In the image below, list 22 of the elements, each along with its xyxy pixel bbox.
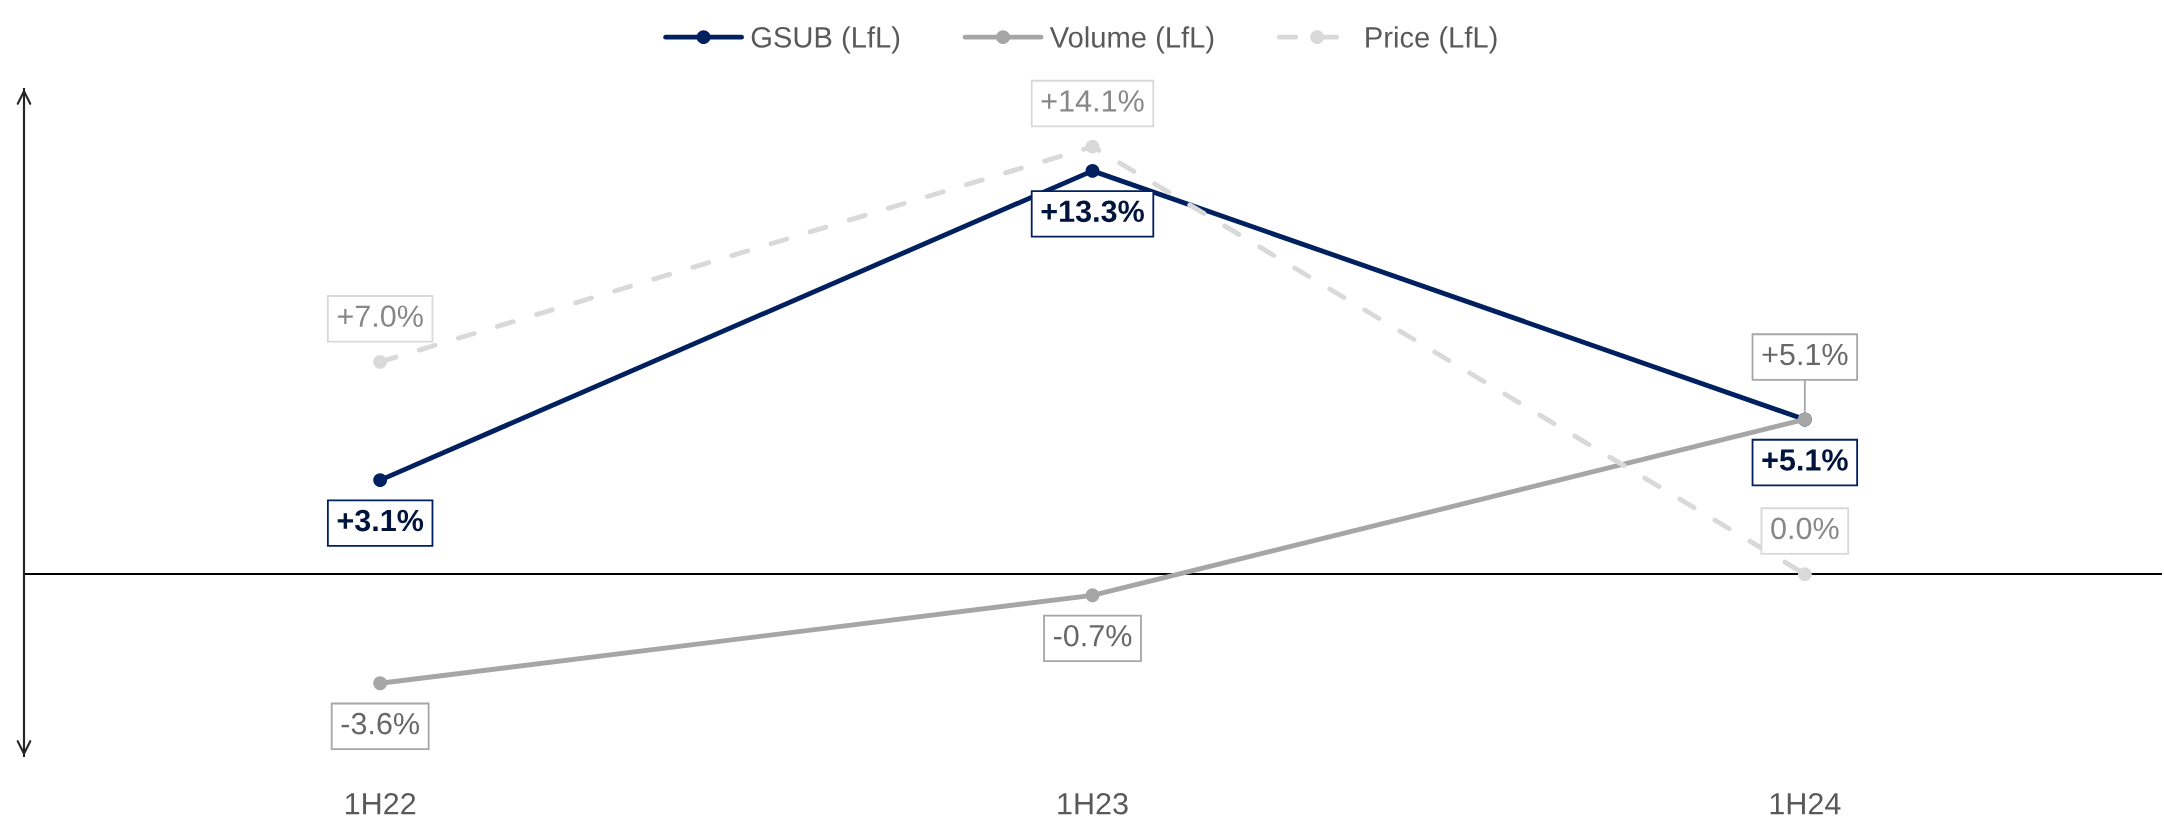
x-tick-label: 1H23 — [1058, 792, 1128, 815]
point — [373, 676, 388, 691]
point — [1085, 139, 1100, 154]
data-label: +14.1% — [1041, 90, 1144, 112]
x-tick-label: 1H22 — [345, 792, 416, 815]
data-label: -0.7% — [1053, 624, 1132, 647]
legend-label: Volume (LfL) — [1049, 26, 1214, 54]
point — [1085, 163, 1100, 178]
legend-label: GSUB (LfL) — [751, 26, 900, 54]
point — [373, 473, 388, 488]
data-label: +7.0% — [337, 305, 423, 328]
data-label: -3.6% — [341, 712, 419, 735]
point — [1797, 567, 1812, 582]
data-label: +3.1% — [337, 509, 424, 532]
data-label: 0.0% — [1771, 517, 1839, 540]
point — [1085, 588, 1100, 603]
data-label: +13.3% — [1041, 200, 1144, 223]
data-label: +5.1% — [1762, 449, 1848, 471]
x-tick-label: 1H24 — [1770, 792, 1841, 815]
point — [373, 354, 388, 369]
legend-label: Price (LfL) — [1366, 26, 1497, 54]
data-label: +5.1% — [1762, 343, 1848, 366]
